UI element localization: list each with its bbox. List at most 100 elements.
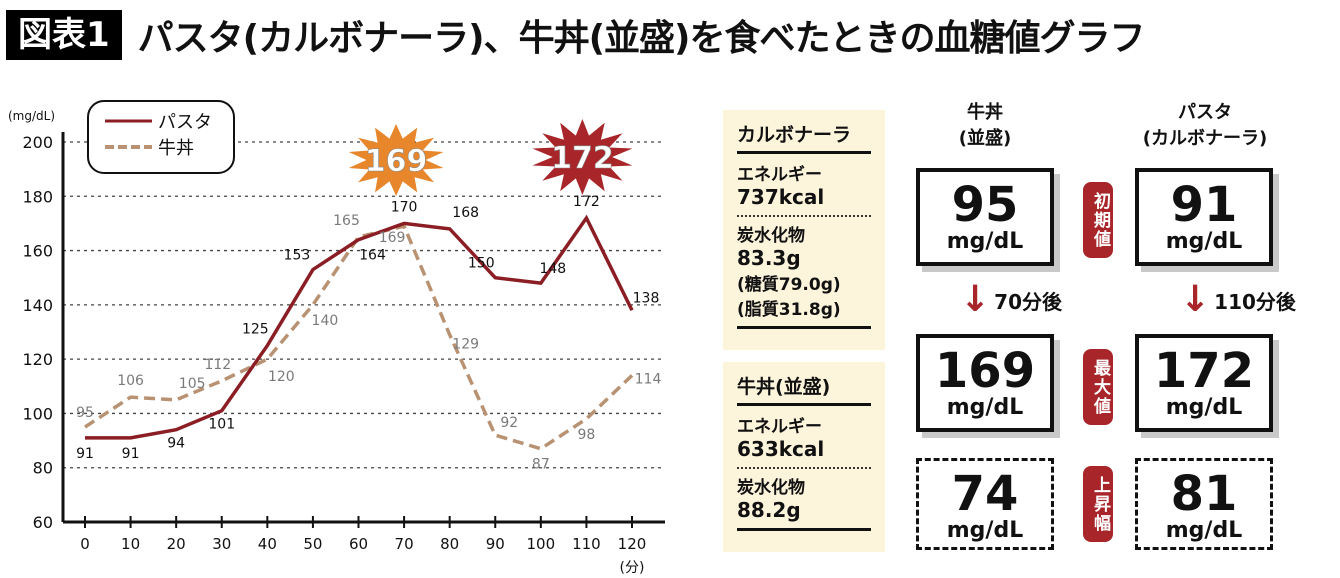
unit: mg/dL: [946, 518, 1024, 543]
energy-value: 633kcal: [737, 437, 825, 461]
data-label: 138: [633, 290, 660, 306]
fat-value: (脂質31.8g): [737, 300, 841, 320]
divider: [737, 528, 871, 531]
data-label: 165: [333, 213, 360, 229]
label-rise: 上昇幅: [1083, 466, 1113, 542]
burst-label: 169: [365, 144, 428, 179]
data-label: 114: [635, 371, 662, 387]
gyudon-time-arrow: ↓ 70分後: [960, 282, 1062, 318]
data-label: 87: [532, 457, 550, 473]
energy-value: 737kcal: [737, 185, 825, 209]
data-label: 91: [122, 446, 140, 462]
burst-label: 172: [551, 141, 614, 176]
data-label: 140: [312, 313, 339, 329]
value: 169: [934, 343, 1036, 399]
y-tick-label: 80: [33, 459, 53, 478]
data-label: 153: [284, 248, 311, 264]
column-header-gyudon: 牛丼 (並盛): [916, 100, 1054, 152]
data-label: 95: [76, 405, 94, 421]
label-peak: 最大値: [1083, 349, 1113, 425]
legend-label-gyudon: 牛丼: [158, 138, 194, 159]
data-label: 169: [379, 230, 406, 246]
info-card-gyudon: 牛丼(並盛) エネルギー 633kcal 炭水化物 88.2g: [723, 362, 885, 552]
data-label: 91: [76, 446, 94, 462]
y-tick-label: 180: [22, 187, 53, 206]
x-tick-label: 80: [440, 535, 459, 553]
carb-value: 88.2g: [737, 498, 801, 522]
divider: [737, 215, 871, 217]
unit: mg/dL: [946, 395, 1024, 420]
x-tick-label: 0: [80, 535, 90, 553]
data-label: 94: [167, 436, 185, 452]
sugar-value: (糖質79.0g): [737, 275, 841, 295]
data-label: 129: [452, 337, 479, 353]
unit: mg/dL: [946, 229, 1024, 254]
gyudon-initial-box: 95 mg/dL: [916, 168, 1054, 266]
series-line-pasta: [85, 214, 634, 440]
info-card-carbonara: カルボナーラ エネルギー 737kcal 炭水化物 83.3g (糖質79.0g…: [723, 110, 885, 350]
time-label: 70分後: [994, 289, 1063, 314]
legend-label-pasta: パスタ: [158, 112, 212, 133]
energy-label: エネルギー: [737, 417, 822, 437]
x-tick-label: 120: [618, 535, 647, 553]
x-tick-label: 30: [212, 535, 231, 553]
legend: [87, 100, 235, 174]
x-tick-label: 100: [527, 535, 556, 553]
x-tick-label: 110: [572, 535, 601, 553]
pasta-peak-box: 172 mg/dL: [1135, 334, 1273, 432]
y-tick-label: 200: [22, 133, 53, 152]
column-name: パスタ: [1178, 102, 1232, 123]
y-tick-label: 140: [22, 296, 53, 315]
down-arrow-icon: ↓: [1180, 279, 1211, 320]
data-label: 105: [179, 376, 206, 392]
value: 81: [1170, 466, 1238, 522]
divider: [737, 467, 871, 469]
data-label: 150: [468, 256, 495, 272]
y-tick-label: 60: [33, 513, 53, 532]
unit: mg/dL: [1165, 395, 1243, 420]
unit: mg/dL: [1165, 229, 1243, 254]
x-tick-label: 50: [303, 535, 322, 553]
page-title: パスタ(カルボナーラ)、牛丼(並盛)を食べたときの血糖値グラフ: [137, 18, 1146, 59]
y-tick-label: 120: [22, 350, 53, 369]
data-label: 170: [391, 199, 418, 215]
x-tick-label: 20: [167, 535, 186, 553]
data-label: 92: [500, 415, 518, 431]
x-axis-label: (分): [620, 560, 645, 576]
value: 172: [1153, 343, 1255, 399]
data-label: 168: [452, 205, 479, 221]
energy-label: エネルギー: [737, 165, 822, 185]
column-subname: (並盛): [958, 128, 1012, 149]
column-subname: (カルボナーラ): [1142, 128, 1268, 149]
y-tick-label: 160: [22, 242, 53, 261]
pasta-initial-box: 91 mg/dL: [1135, 168, 1273, 266]
data-label: 106: [117, 373, 144, 389]
blood-glucose-chart: 60 80 100 120 140 160 180 200 (mg/dL) 0 10 20 30 40 50…: [8, 100, 665, 576]
gyudon-peak-box: 169 mg/dL: [916, 334, 1054, 432]
label-initial: 初期値: [1083, 182, 1113, 258]
y-axis-label: (mg/dL): [8, 109, 55, 123]
x-tick-label: 70: [395, 535, 414, 553]
down-arrow-icon: ↓: [960, 279, 991, 320]
value: 95: [951, 177, 1019, 233]
carb-label: 炭水化物: [737, 226, 805, 246]
header: 図表1 パスタ(カルボナーラ)、牛丼(並盛)を食べたときの血糖値グラフ: [6, 6, 1145, 64]
x-tick-label: 10: [121, 535, 140, 553]
divider: [737, 326, 871, 329]
unit: mg/dL: [1165, 518, 1243, 543]
time-label: 110分後: [1214, 289, 1296, 314]
data-label: 120: [268, 369, 295, 385]
data-label: 125: [242, 322, 269, 338]
pasta-time-arrow: ↓ 110分後: [1180, 282, 1296, 318]
burst-icon: [532, 119, 633, 195]
gyudon-rise-box: 74 mg/dL: [916, 458, 1054, 550]
card-title: カルボナーラ: [737, 120, 871, 154]
carb-label: 炭水化物: [737, 478, 805, 498]
column-name: 牛丼: [967, 102, 1003, 123]
data-label: 172: [573, 194, 600, 210]
data-label: 112: [204, 357, 231, 373]
x-tick-label: 90: [486, 535, 505, 553]
carb-value: 83.3g: [737, 246, 801, 270]
data-label: 98: [578, 427, 596, 443]
data-label: 164: [359, 248, 386, 264]
